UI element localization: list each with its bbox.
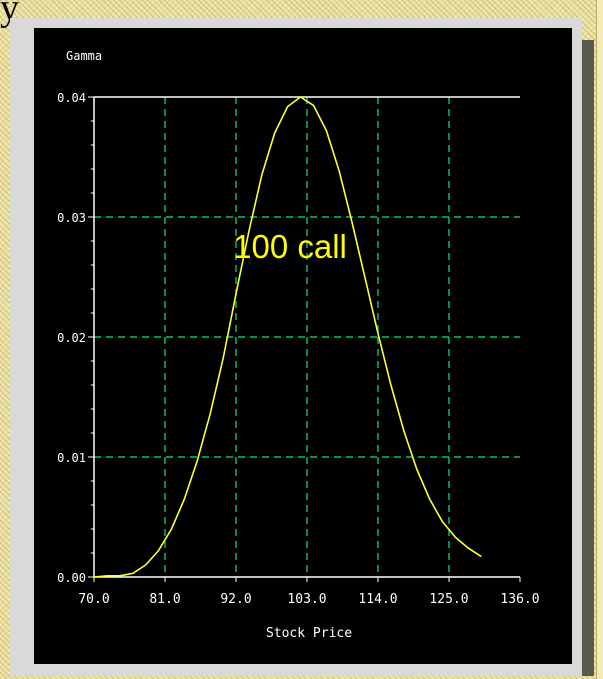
y-axis-label: Gamma — [66, 49, 102, 63]
tick-layer: 70.0 81.0 92.0 103.0 114.0 125.0 136.0 0.00 0.01… — [57, 91, 539, 607]
series-layer — [93, 96, 482, 578]
x-tick-label: 70.0 — [78, 592, 109, 607]
x-axis-label: Stock Price — [266, 626, 352, 641]
x-tick-label: 136.0 — [500, 592, 539, 607]
chart-background — [34, 28, 572, 664]
curve-annotation: 100 call — [233, 228, 347, 265]
y-tick-label: 0.03 — [57, 211, 86, 225]
y-tick-label: 0.01 — [57, 451, 86, 465]
x-tick-label: 92.0 — [220, 592, 251, 607]
x-tick-label: 103.0 — [287, 592, 326, 607]
grid-layer — [94, 97, 520, 577]
y-tick-label: 0.00 — [57, 571, 86, 585]
x-tick-label: 114.0 — [358, 592, 397, 607]
gamma-curve — [93, 96, 482, 578]
y-tick-label: 0.02 — [57, 331, 86, 345]
y-tick-label: 0.04 — [57, 91, 86, 105]
right-edge-strip — [596, 0, 603, 679]
x-tick-label: 81.0 — [149, 592, 180, 607]
x-tick-label: 125.0 — [429, 592, 468, 607]
